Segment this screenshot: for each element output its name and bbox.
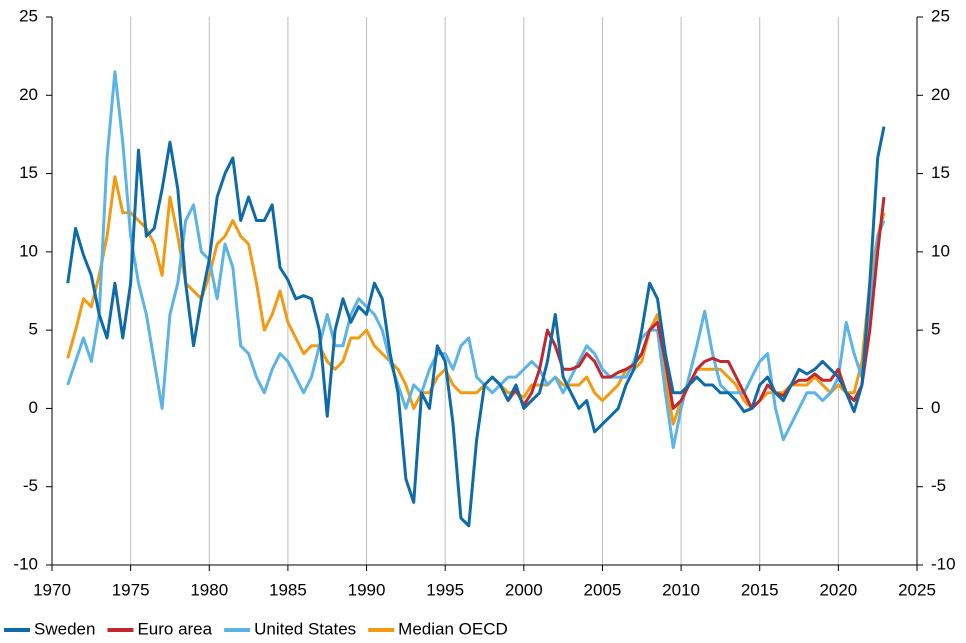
- y-tick-label: 25: [19, 6, 38, 25]
- y2-tick-label: 0: [931, 398, 940, 417]
- legend-label: Median OECD: [398, 619, 508, 638]
- x-tick-label: 1980: [190, 580, 228, 599]
- series-line: [66, 70, 886, 450]
- x-tick-label: 1995: [426, 580, 464, 599]
- x-tick-label: 1985: [269, 580, 307, 599]
- legend-label: Euro area: [137, 619, 212, 638]
- x-tick-label: 2020: [819, 580, 857, 599]
- y-tick-label: 5: [29, 320, 38, 339]
- y2-tick-label: -10: [931, 554, 956, 573]
- x-tick-label: 2015: [741, 580, 779, 599]
- y2-tick-label: 5: [931, 320, 940, 339]
- y-tick-label: -10: [13, 554, 38, 573]
- y-tick-label: -5: [23, 476, 38, 495]
- legend-label: United States: [254, 619, 356, 638]
- y2-tick-label: 15: [931, 163, 950, 182]
- series-line: [506, 196, 886, 410]
- y2-tick-label: 10: [931, 241, 950, 260]
- legend-label: Sweden: [34, 619, 95, 638]
- x-tick-label: 1970: [33, 580, 71, 599]
- x-tick-label: 2010: [662, 580, 700, 599]
- y-tick-label: 0: [29, 398, 38, 417]
- y2-tick-label: 25: [931, 6, 950, 25]
- y2-tick-label: -5: [931, 476, 946, 495]
- y-tick-label: 10: [19, 241, 38, 260]
- x-tick-label: 1975: [112, 580, 150, 599]
- y-tick-label: 15: [19, 163, 38, 182]
- x-tick-label: 1990: [348, 580, 386, 599]
- series-line: [66, 126, 886, 528]
- y2-tick-label: 20: [931, 85, 950, 104]
- x-tick-label: 2025: [898, 580, 936, 599]
- x-tick-label: 2005: [584, 580, 622, 599]
- y-tick-label: 20: [19, 85, 38, 104]
- x-tick-label: 2000: [505, 580, 543, 599]
